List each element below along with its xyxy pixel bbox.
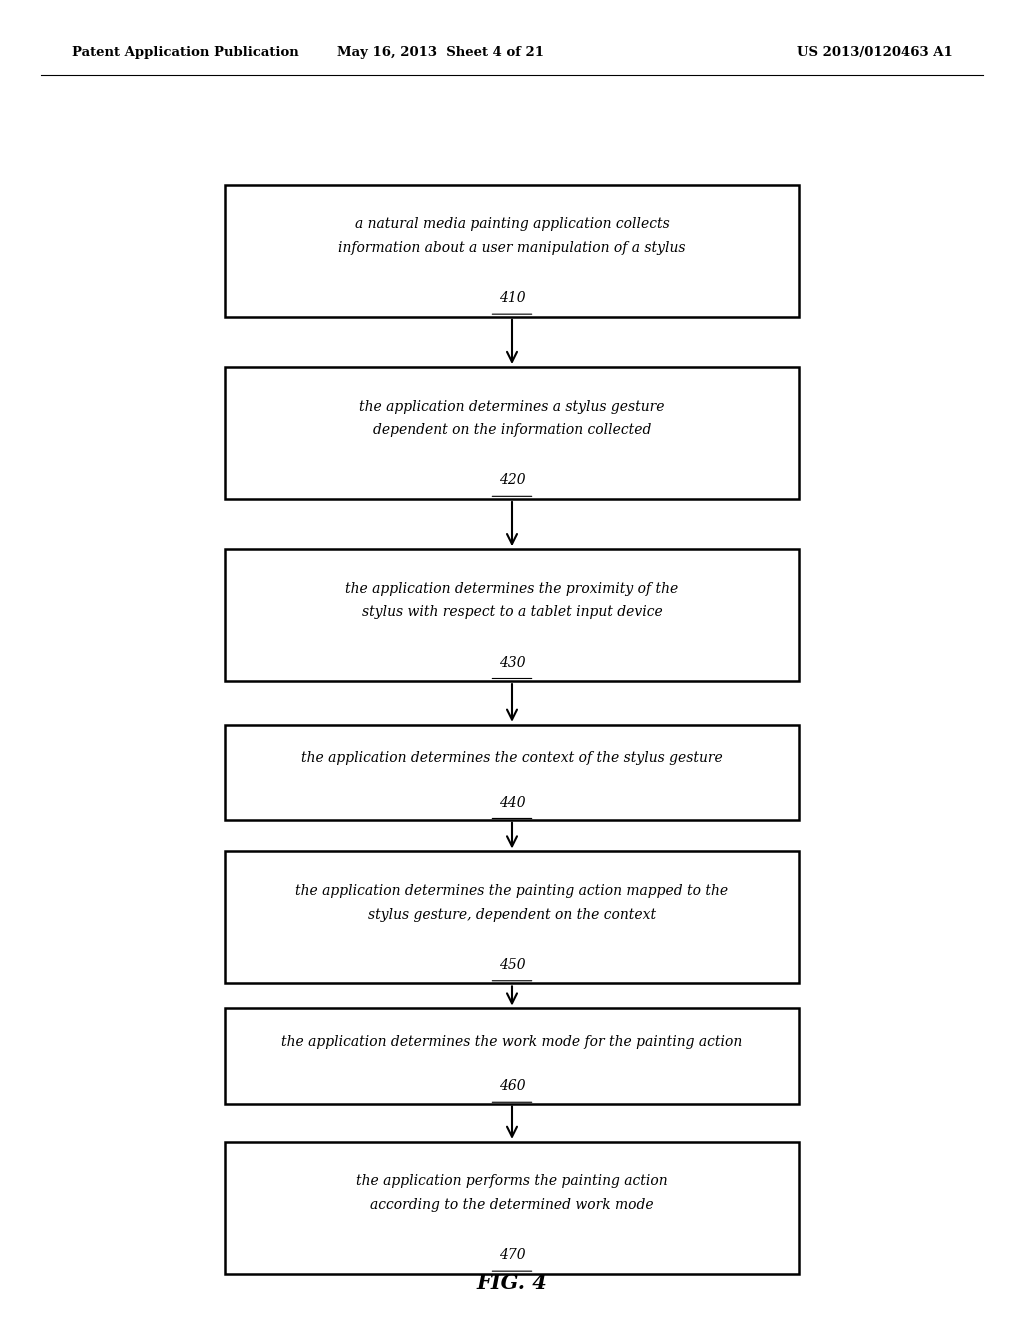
Text: May 16, 2013  Sheet 4 of 21: May 16, 2013 Sheet 4 of 21 [337, 46, 544, 59]
Text: 430: 430 [499, 656, 525, 669]
Text: 460: 460 [499, 1080, 525, 1093]
Text: stylus with respect to a tablet input device: stylus with respect to a tablet input de… [361, 606, 663, 619]
Text: the application determines the painting action mapped to the: the application determines the painting … [296, 884, 728, 898]
FancyBboxPatch shape [225, 367, 799, 499]
Text: the application determines the context of the stylus gesture: the application determines the context o… [301, 751, 723, 766]
FancyBboxPatch shape [225, 1142, 799, 1274]
Text: the application determines the work mode for the painting action: the application determines the work mode… [282, 1035, 742, 1049]
Text: Patent Application Publication: Patent Application Publication [72, 46, 298, 59]
Text: according to the determined work mode: according to the determined work mode [371, 1199, 653, 1212]
FancyBboxPatch shape [225, 851, 799, 983]
Text: information about a user manipulation of a stylus: information about a user manipulation of… [338, 242, 686, 255]
Text: US 2013/0120463 A1: US 2013/0120463 A1 [797, 46, 952, 59]
Text: 450: 450 [499, 958, 525, 972]
Text: dependent on the information collected: dependent on the information collected [373, 424, 651, 437]
Text: the application determines a stylus gesture: the application determines a stylus gest… [359, 400, 665, 413]
Text: 420: 420 [499, 474, 525, 487]
FancyBboxPatch shape [225, 725, 799, 820]
FancyBboxPatch shape [225, 549, 799, 681]
Text: 410: 410 [499, 292, 525, 305]
FancyBboxPatch shape [225, 185, 799, 317]
Text: FIG. 4: FIG. 4 [476, 1272, 548, 1294]
Text: the application performs the painting action: the application performs the painting ac… [356, 1175, 668, 1188]
Text: a natural media painting application collects: a natural media painting application col… [354, 218, 670, 231]
Text: 440: 440 [499, 796, 525, 809]
Text: the application determines the proximity of the: the application determines the proximity… [345, 582, 679, 595]
Text: stylus gesture, dependent on the context: stylus gesture, dependent on the context [368, 908, 656, 921]
Text: 470: 470 [499, 1249, 525, 1262]
FancyBboxPatch shape [225, 1008, 799, 1104]
